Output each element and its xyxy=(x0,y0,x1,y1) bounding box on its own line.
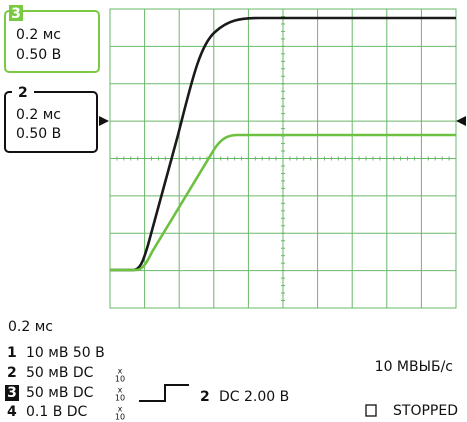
trace-black xyxy=(110,16,456,272)
channel-setting: 0.1 В DC xyxy=(26,404,88,420)
channel-box[interactable] xyxy=(4,91,98,153)
trigger-edge-icon xyxy=(139,384,189,402)
acquisition-state[interactable]: STOPPED xyxy=(393,403,458,419)
channel-number: 1 xyxy=(7,345,17,361)
level-marker-left xyxy=(99,116,109,126)
probe-factor: 10 xyxy=(115,413,125,422)
channel-box[interactable] xyxy=(4,10,100,73)
probe-x: x xyxy=(118,386,123,395)
probe-factor: 10 xyxy=(115,394,125,403)
volt-scale: 0.50 В xyxy=(16,126,61,142)
channel-setting: 10 мВ 50 В xyxy=(26,345,105,361)
channel-setting: 50 мВ DC xyxy=(26,385,94,401)
probe-factor: 10 xyxy=(115,375,125,384)
probe-x: x xyxy=(118,367,123,376)
channel-badge xyxy=(5,385,19,401)
trigger-channel: 2 xyxy=(200,389,210,405)
state-icon xyxy=(365,404,377,417)
channel-number: 2 xyxy=(7,365,17,381)
trigger-setting: DC 2.00 В xyxy=(219,389,289,405)
channel-number: 4 xyxy=(7,404,17,420)
channel-number: 3 xyxy=(7,385,17,401)
graticule-frame xyxy=(109,8,457,309)
trace-green xyxy=(110,133,456,272)
probe-x: x xyxy=(118,405,123,414)
time-scale: 0.2 мс xyxy=(16,27,61,43)
volt-scale: 0.50 В xyxy=(16,47,61,63)
sample-rate: 10 МВЫБ/с xyxy=(375,359,453,375)
timebase: 0.2 мс xyxy=(8,319,53,335)
channel-setting: 50 мВ DC xyxy=(26,365,94,381)
channel-badge xyxy=(9,5,23,21)
channel-number: 2 xyxy=(18,85,28,101)
time-scale: 0.2 мс xyxy=(16,107,61,123)
label-gap xyxy=(12,86,34,98)
graticule xyxy=(109,8,456,309)
level-marker-right xyxy=(456,116,466,126)
channel-number: 3 xyxy=(11,6,21,22)
